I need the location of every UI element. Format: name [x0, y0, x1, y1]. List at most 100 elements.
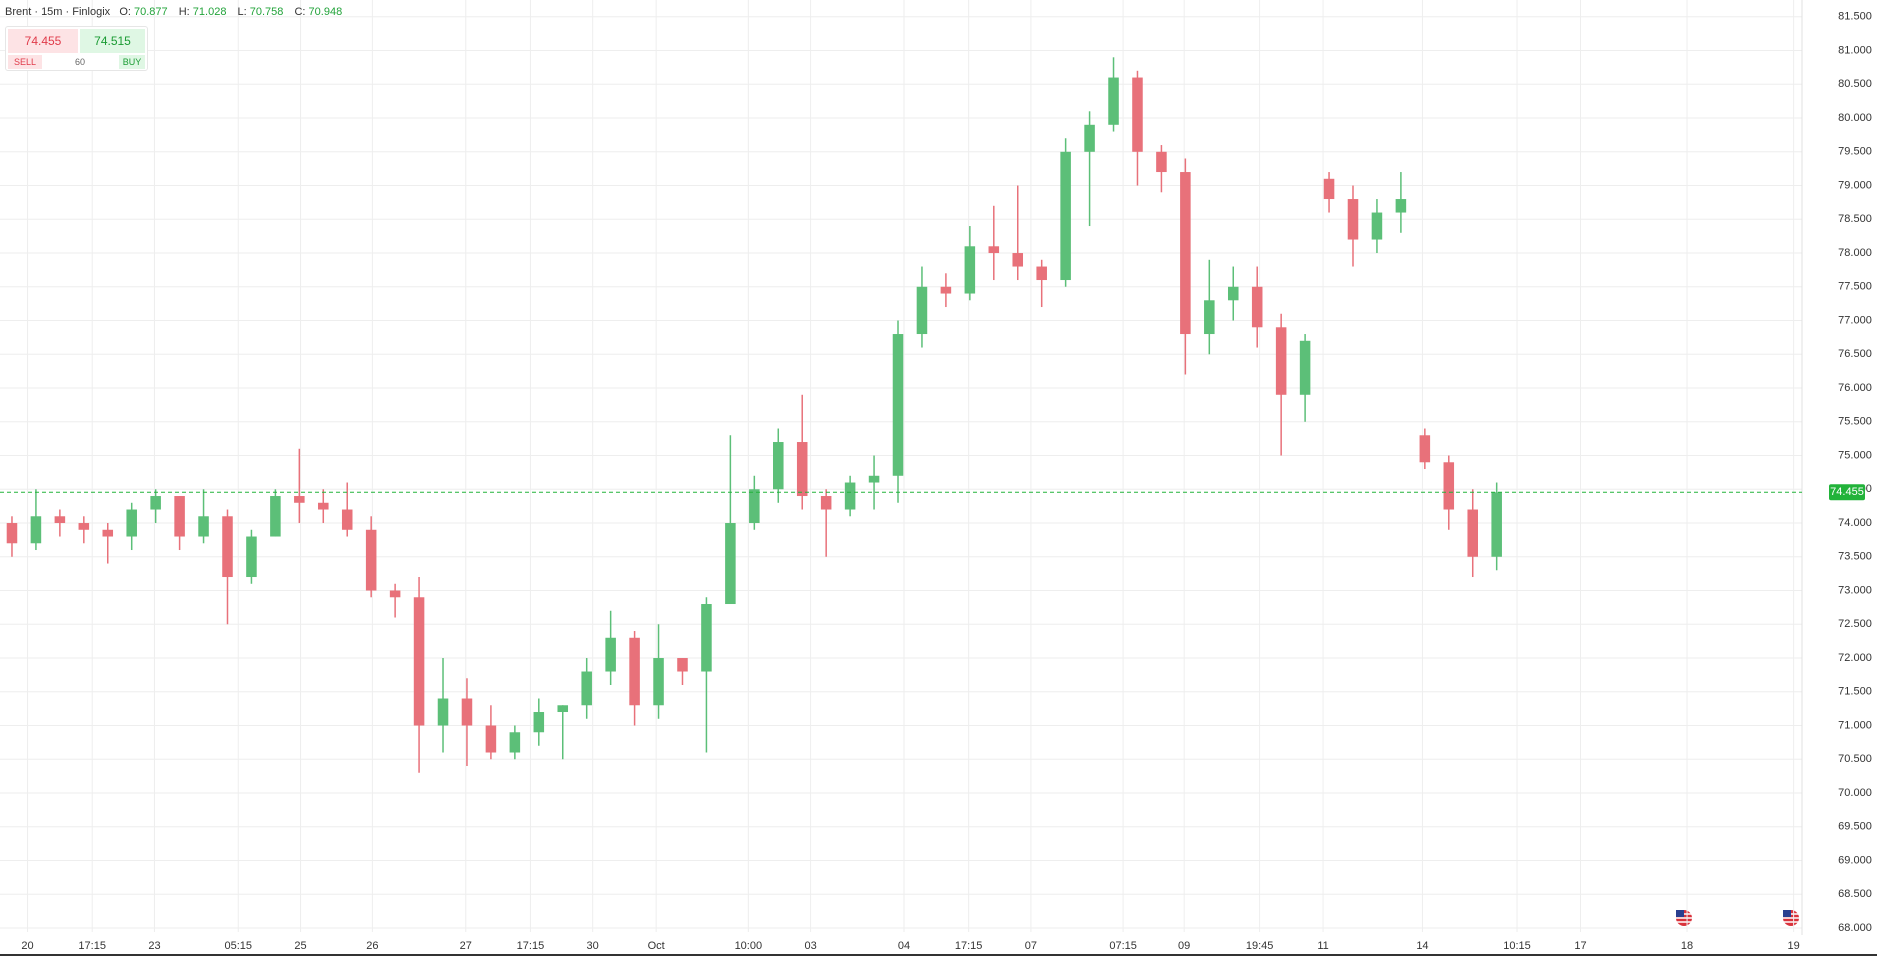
- y-tick-label: 81.000: [1838, 44, 1872, 56]
- y-tick-label: 79.000: [1838, 179, 1872, 191]
- y-tick-label: 76.000: [1838, 382, 1872, 394]
- candle-body: [988, 246, 1000, 254]
- candle-body: [270, 496, 281, 537]
- o-label: O:: [119, 6, 131, 18]
- y-tick-label: 78.500: [1838, 213, 1872, 225]
- symbol: Brent · 15m · Finlogix: [5, 6, 111, 18]
- x-tick-label: 19:45: [1246, 940, 1274, 952]
- y-tick-label: 68.500: [1838, 888, 1872, 900]
- candle-body: [701, 604, 712, 672]
- candle-body: [605, 637, 616, 672]
- y-tick-label: 77.000: [1838, 314, 1872, 326]
- candle-body: [1395, 199, 1407, 213]
- candle-body: [1491, 492, 1502, 557]
- candle-body: [485, 725, 497, 753]
- y-tick-label: 81.500: [1838, 11, 1872, 23]
- candle-body: [437, 698, 449, 726]
- y-tick-label: 78.000: [1838, 247, 1872, 259]
- o-value: 70.877: [134, 6, 168, 18]
- candle-body: [557, 705, 569, 713]
- x-tick-label: 19: [1787, 940, 1799, 952]
- candle-body: [964, 246, 976, 294]
- candle-body: [677, 658, 688, 672]
- x-tick-label: 18: [1681, 940, 1693, 952]
- last-price-label: 74.455: [1830, 486, 1864, 498]
- last-price-box: [1829, 484, 1865, 501]
- candle-body: [1275, 327, 1287, 395]
- buy-price[interactable]: 74.515: [80, 29, 145, 53]
- y-tick-label: 69.000: [1838, 854, 1872, 866]
- candle-body: [892, 334, 904, 476]
- candle-body: [174, 496, 185, 537]
- x-tick-label: 25: [294, 940, 306, 952]
- y-tick-label: 76.500: [1838, 348, 1872, 360]
- h-value: 71.028: [192, 6, 227, 18]
- y-tick-label: 79.500: [1838, 146, 1872, 158]
- flag: [1783, 910, 1799, 926]
- candle-body: [389, 590, 401, 598]
- candle-body: [1227, 286, 1239, 301]
- candle-body: [1084, 124, 1095, 152]
- candle-body: [78, 523, 90, 530]
- candle-body: [1251, 286, 1263, 328]
- candle-body: [725, 523, 736, 605]
- grid: [0, 0, 1803, 935]
- candle-body: [1108, 77, 1119, 125]
- x-tick-label: 04: [898, 940, 910, 952]
- y-tick-label: 69.500: [1838, 821, 1872, 833]
- c-label: C:: [294, 6, 306, 18]
- x-tick-label: 07:15: [1109, 940, 1137, 952]
- flag: [1676, 910, 1692, 926]
- sell-price[interactable]: 74.455: [8, 29, 78, 53]
- candle-body: [54, 516, 66, 524]
- candle-body: [365, 529, 377, 591]
- candle-body: [1156, 151, 1167, 173]
- x-tick-label: 17: [1574, 940, 1586, 952]
- sell-button[interactable]: SELL: [8, 55, 42, 69]
- candle-body: [1036, 266, 1047, 281]
- candle-body: [1299, 340, 1311, 395]
- y-tick-label: 71.000: [1838, 719, 1872, 731]
- c-value: 70.948: [308, 6, 343, 18]
- candle-body: [509, 732, 521, 753]
- candles: [6, 57, 1502, 773]
- x-tick-label: 07: [1025, 940, 1037, 952]
- y-tick-label: 75.000: [1838, 449, 1872, 461]
- candle-body: [1347, 199, 1359, 240]
- y-tick-label: 75.500: [1838, 416, 1872, 428]
- x-tick-label: 20: [21, 940, 33, 952]
- candle-body: [1443, 462, 1455, 510]
- candle-body: [1204, 300, 1215, 335]
- l-label: L:: [237, 6, 247, 18]
- x-tick-label: Oct: [648, 940, 665, 952]
- candle-body: [868, 475, 880, 483]
- x-tick-label: 26: [366, 940, 378, 952]
- candle-body: [1419, 435, 1431, 463]
- x-tick-label: 30: [587, 940, 599, 952]
- y-tick-label: 80.500: [1838, 78, 1872, 90]
- candle-body: [126, 509, 137, 537]
- y-tick-label: 74.000: [1838, 517, 1872, 529]
- candle-body: [30, 516, 42, 544]
- x-tick-label: 27: [460, 940, 472, 952]
- y-tick-label: 70.500: [1838, 753, 1872, 765]
- y-tick-label: 80.000: [1838, 112, 1872, 124]
- y-tick-label: 71.500: [1838, 686, 1872, 698]
- x-tick-label: 17:15: [955, 940, 983, 952]
- x-tick-label: 14: [1416, 940, 1428, 952]
- x-tick-label: 05:15: [225, 940, 253, 952]
- x-tick-label: 10:00: [735, 940, 763, 952]
- candle-body: [629, 637, 640, 706]
- candle-body: [1323, 178, 1335, 200]
- candle-body: [653, 658, 664, 706]
- candle-body: [6, 523, 18, 544]
- candle-body: [413, 597, 425, 726]
- candle-body: [150, 496, 161, 510]
- y-tick-label: 68.000: [1838, 922, 1872, 934]
- candle-body: [222, 516, 233, 578]
- candle-body: [940, 286, 952, 294]
- quantity[interactable]: 60: [74, 57, 85, 67]
- trade-widget: 74.455 74.515 SELL 60 BUY: [5, 26, 148, 71]
- buy-button[interactable]: BUY: [119, 55, 145, 69]
